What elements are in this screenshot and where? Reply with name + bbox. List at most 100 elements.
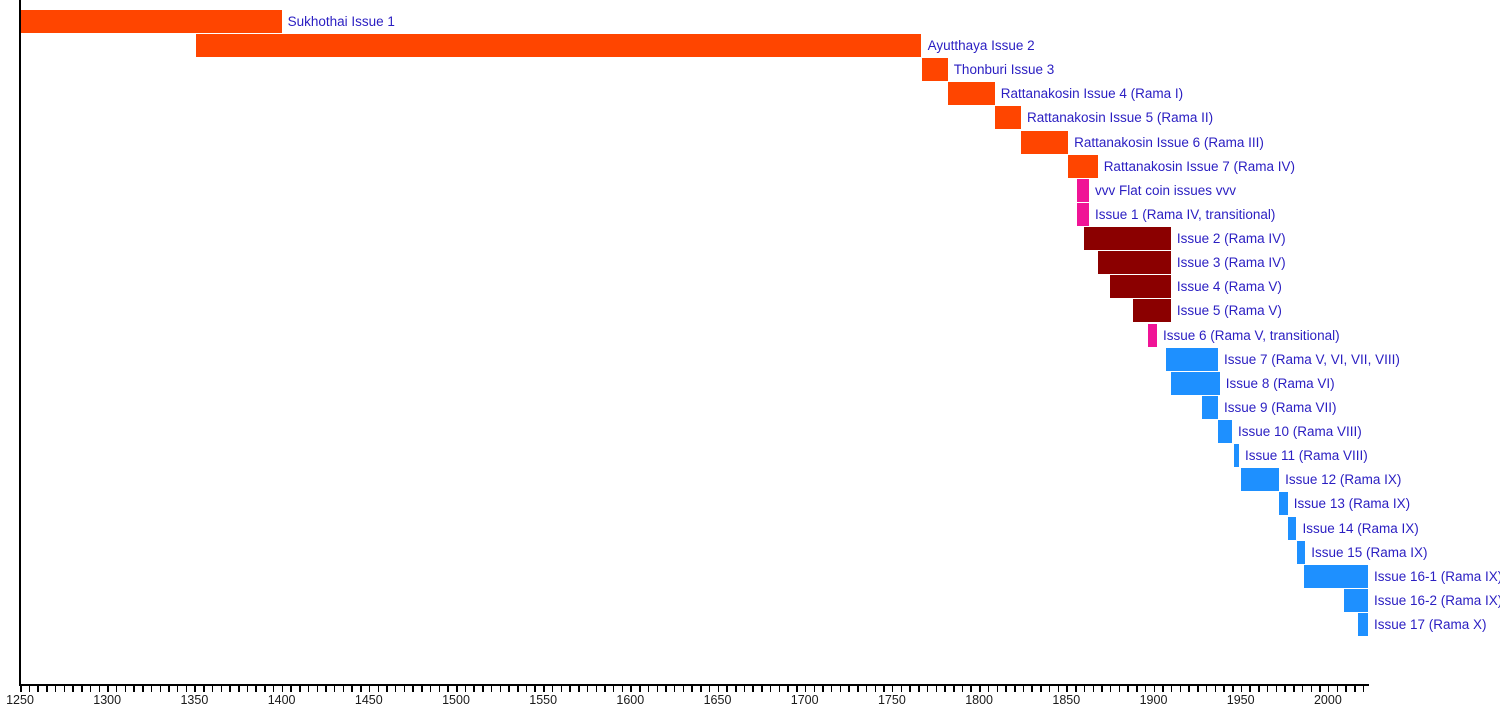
axis-tick-label: 1350 — [180, 693, 209, 707]
axis-tick — [1336, 686, 1339, 692]
axis-tick — [543, 686, 545, 692]
axis-tick — [150, 686, 153, 692]
axis-tick — [621, 686, 624, 692]
timeline-bar — [1287, 517, 1297, 540]
axis-tick-label: 1500 — [442, 693, 470, 707]
timeline-row: Issue 17 (Rama X) — [0, 613, 1500, 636]
axis-tick — [874, 686, 876, 692]
axis-tick — [665, 686, 667, 692]
timeline-bar — [1165, 348, 1218, 371]
axis-tick — [830, 686, 833, 692]
bar-label: Issue 15 (Rama IX) — [1311, 545, 1428, 560]
axis-tick — [194, 686, 196, 692]
axis-tick — [1170, 686, 1173, 692]
axis-tick — [586, 686, 589, 692]
axis-tick-label: 1300 — [93, 693, 122, 707]
axis-tick — [848, 686, 850, 692]
timeline-row: Issue 11 (Rama VIII) — [0, 444, 1500, 467]
timeline-row: Issue 16-1 (Rama IX) — [0, 565, 1500, 588]
axis-tick — [46, 686, 48, 692]
bar-label: Issue 13 (Rama IX) — [1293, 496, 1411, 511]
axis-tick — [1232, 686, 1234, 692]
axis-tick — [1118, 686, 1121, 692]
axis-tick — [490, 686, 493, 692]
bar-label: Issue 7 (Rama V, VI, VII, VIII) — [1224, 352, 1400, 367]
axis-tick — [456, 686, 458, 692]
axis-tick — [89, 686, 92, 692]
axis-tick — [778, 686, 781, 692]
axis-tick-label: 1650 — [703, 693, 732, 707]
axis-tick — [1354, 686, 1356, 692]
bar-label: Issue 1 (Rama IV, transitional) — [1095, 207, 1276, 222]
timeline-row: Issue 15 (Rama IX) — [0, 541, 1500, 564]
axis-tick — [970, 686, 972, 692]
bar-label: Issue 9 (Rama VII) — [1224, 400, 1337, 415]
axis-tick — [307, 686, 310, 692]
axis-tick — [54, 686, 57, 692]
axis-tick — [1197, 686, 1199, 692]
timeline-bar — [921, 58, 948, 81]
axis-tick — [360, 686, 362, 692]
bar-label: Issue 5 (Rama V) — [1176, 303, 1282, 318]
axis-tick — [1075, 686, 1077, 692]
timeline-bar — [1109, 275, 1171, 298]
axis-tick — [281, 686, 284, 692]
axis-tick — [255, 686, 257, 692]
axis-tick — [1240, 686, 1243, 692]
bar-label: Sukhothai Issue 1 — [287, 14, 395, 29]
axis-tick — [900, 686, 903, 692]
axis-tick — [534, 686, 536, 692]
bar-label: Issue 17 (Rama X) — [1374, 617, 1487, 632]
bar-label: Issue 14 (Rama IX) — [1302, 521, 1419, 536]
axis-tick — [1031, 686, 1033, 692]
axis-tick — [517, 686, 519, 692]
axis-tick — [1083, 686, 1086, 692]
timeline-bar — [994, 106, 1021, 129]
axis-tick — [700, 686, 702, 692]
axis-tick — [1319, 686, 1321, 692]
axis-tick — [1275, 686, 1278, 692]
timeline-row: Issue 5 (Rama V) — [0, 299, 1500, 322]
axis-tick — [1014, 686, 1016, 692]
timeline-bar — [1170, 372, 1220, 395]
axis-tick — [953, 686, 955, 692]
axis-tick — [447, 686, 449, 692]
timeline-row: Issue 6 (Rama V, transitional) — [0, 324, 1500, 347]
axis-tick — [1205, 686, 1208, 692]
axis-tick-label: 1850 — [1052, 693, 1081, 707]
axis-tick-label: 2000 — [1313, 693, 1342, 707]
axis-tick — [464, 686, 467, 692]
bar-label: Thonburi Issue 3 — [953, 62, 1055, 77]
axis-tick — [909, 686, 911, 692]
axis-tick — [211, 686, 214, 692]
axis-tick — [1327, 686, 1330, 692]
axis-tick — [1284, 686, 1286, 692]
axis-tick — [1162, 686, 1164, 692]
axis-tick — [473, 686, 475, 692]
axis-tick — [1092, 686, 1094, 692]
axis-tick — [1057, 686, 1060, 692]
axis-tick — [979, 686, 981, 692]
axis-tick — [1101, 686, 1103, 692]
axis-tick — [290, 686, 292, 692]
axis-tick — [203, 686, 205, 692]
bar-label: Issue 2 (Rama IV) — [1176, 231, 1286, 246]
axis-tick — [1345, 686, 1347, 692]
timeline-bar — [1202, 396, 1218, 419]
timeline-row: Issue 9 (Rama VII) — [0, 396, 1500, 419]
axis-tick — [865, 686, 868, 692]
axis-tick — [717, 686, 719, 692]
axis-tick — [639, 686, 641, 692]
axis-tick — [142, 686, 144, 692]
axis-tick — [1293, 686, 1295, 692]
axis-tick — [682, 686, 685, 692]
bar-label: Rattanakosin Issue 5 (Rama II) — [1027, 110, 1214, 125]
axis-tick-label: 1400 — [267, 693, 296, 707]
axis-tick — [647, 686, 650, 692]
timeline-bar — [20, 10, 282, 33]
axis-tick — [1310, 686, 1312, 692]
timeline-bar — [1076, 179, 1089, 202]
y-axis-line — [19, 0, 21, 686]
timeline-bar — [1303, 565, 1368, 588]
axis-tick — [560, 686, 563, 692]
